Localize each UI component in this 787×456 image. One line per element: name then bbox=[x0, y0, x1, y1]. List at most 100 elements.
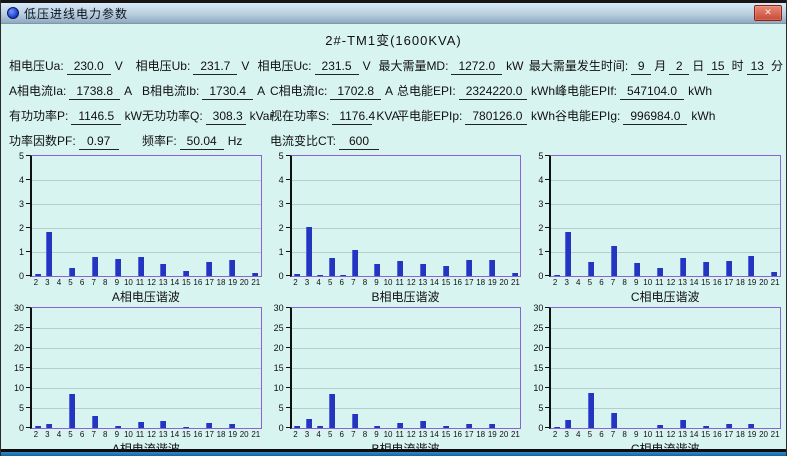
x-tick-label: 2 bbox=[293, 278, 298, 287]
y-tick-label: 0 bbox=[18, 423, 24, 433]
param-label: 视在功率S: bbox=[270, 108, 330, 123]
param-value: 1272.0 bbox=[451, 59, 503, 75]
bar-harmonic-3 bbox=[565, 420, 572, 428]
gridline bbox=[32, 368, 261, 369]
x-tick-label: 16 bbox=[712, 430, 722, 439]
x-tick-label: 17 bbox=[724, 430, 734, 439]
gridline bbox=[291, 408, 521, 409]
chart-plot-row: 0 1 2 3 4 5 bbox=[525, 151, 781, 281]
chart-b-phase-current-harmonics: 0 5 10 15 20 25 30 2 3 4 5 6 7 8 9 10 11 12 13 14 15 16 17 18 19… bbox=[266, 303, 522, 456]
chart-a-phase-current-harmonics: 0 5 10 15 20 25 30 2 3 4 5 6 7 8 9 10 11 12 13 14 15 16 17 18 19… bbox=[6, 303, 262, 456]
x-tick-label: 9 bbox=[114, 278, 120, 287]
y-tick-label: 0 bbox=[18, 271, 24, 281]
x-tick-label: 18 bbox=[476, 278, 486, 287]
gridline bbox=[32, 328, 261, 329]
bar-harmonic-11 bbox=[137, 257, 144, 276]
y-tick-label: 0 bbox=[538, 271, 544, 281]
bar-harmonic-21 bbox=[771, 271, 778, 276]
chart-c-phase-current-harmonics: 0 5 10 15 20 25 30 2 3 4 5 6 7 8 9 10 11 12 13 14 15 16 17 18 19… bbox=[525, 303, 781, 456]
param-unit: kWh bbox=[691, 108, 716, 123]
x-tick-label: 21 bbox=[770, 278, 780, 287]
x-tick-label: 21 bbox=[510, 278, 520, 287]
y-tick-mark bbox=[26, 251, 30, 252]
y-tick-label: 2 bbox=[278, 223, 284, 233]
x-tick-label: 7 bbox=[91, 278, 96, 287]
x-tick-label: 6 bbox=[79, 430, 85, 439]
x-tick-label: 9 bbox=[114, 430, 120, 439]
bar-harmonic-5 bbox=[69, 267, 75, 276]
y-tick-mark bbox=[545, 251, 550, 252]
bar-harmonic-9 bbox=[634, 262, 641, 276]
bar-harmonic-19 bbox=[229, 424, 236, 428]
y-tick-label: 20 bbox=[13, 343, 24, 353]
x-tick-label: 5 bbox=[587, 430, 593, 439]
param-label: 相电压Ub: bbox=[135, 58, 191, 73]
param-field-epif: 峰电能EPIf: 547104.0 kWh bbox=[555, 82, 786, 100]
x-tick-label: 4 bbox=[56, 430, 62, 439]
param-field-uc: 相电压Uc: 231.5 V bbox=[258, 57, 379, 75]
param-label: 峰电能EPIf: bbox=[555, 83, 618, 98]
x-tick-label: 15 bbox=[441, 278, 451, 287]
close-button[interactable]: ✕ bbox=[754, 5, 782, 21]
y-tick-mark bbox=[545, 227, 550, 228]
x-tick-label: 5 bbox=[68, 430, 73, 439]
bar-harmonic-5 bbox=[588, 262, 595, 276]
x-tick-label: 20 bbox=[759, 278, 768, 287]
chart-y-axis: 0 5 10 15 20 25 30 bbox=[266, 303, 290, 433]
y-tick-mark bbox=[285, 251, 290, 252]
x-tick-label: 6 bbox=[599, 278, 604, 287]
x-tick-label: 14 bbox=[689, 278, 699, 287]
param-field-md-time: 最大需量发生时间: 9 月 2 日 15 时 13 分 bbox=[529, 57, 786, 75]
y-tick-mark bbox=[26, 203, 30, 204]
x-tick-label: 7 bbox=[610, 278, 616, 287]
y-tick-mark bbox=[545, 203, 550, 204]
y-tick-mark bbox=[545, 179, 550, 180]
bar-harmonic-11 bbox=[656, 268, 663, 276]
x-tick-label: 15 bbox=[701, 278, 711, 287]
bar-harmonic-17 bbox=[725, 261, 732, 276]
x-tick-label: 12 bbox=[666, 430, 676, 439]
param-unit: V bbox=[241, 58, 250, 73]
x-tick-label: 2 bbox=[552, 278, 558, 287]
param-value: 230.0 bbox=[66, 59, 111, 75]
charts-grid: 0 1 2 3 4 5 2 3 4 5 6 7 8 9 10 11 12 13 14 15 16 17 18 19 20 21 A相… bbox=[1, 151, 786, 456]
gridline bbox=[32, 408, 261, 409]
gridline bbox=[291, 348, 521, 349]
x-tick-label: 18 bbox=[476, 430, 486, 439]
param-field-pf: 功率因数PF: 0.97 bbox=[9, 132, 142, 150]
bar-harmonic-17 bbox=[725, 424, 732, 428]
param-value: 780126.0 bbox=[465, 109, 527, 125]
bar-harmonic-2 bbox=[294, 426, 301, 428]
param-label: B相电流Ib: bbox=[142, 83, 200, 98]
gridline bbox=[551, 252, 780, 253]
x-tick-label: 9 bbox=[633, 430, 639, 439]
bar-harmonic-9 bbox=[114, 258, 121, 276]
x-tick-label: 10 bbox=[643, 278, 653, 287]
y-tick-label: 30 bbox=[273, 303, 284, 313]
y-tick-mark bbox=[26, 387, 30, 388]
y-tick-label: 5 bbox=[18, 403, 24, 413]
chart-plot-row: 0 1 2 3 4 5 bbox=[6, 151, 262, 281]
chart-c-phase-voltage-harmonics: 0 1 2 3 4 5 2 3 4 5 6 7 8 9 10 11 12 13 14 15 16 17 18 19 20 21 C相… bbox=[525, 151, 781, 305]
gridline bbox=[551, 328, 780, 329]
chart-y-axis: 0 1 2 3 4 5 bbox=[266, 151, 290, 281]
y-tick-label: 4 bbox=[278, 175, 284, 185]
bar-harmonic-3 bbox=[305, 227, 312, 276]
y-tick-mark bbox=[26, 155, 30, 156]
x-tick-label: 16 bbox=[712, 278, 722, 287]
x-tick-label: 3 bbox=[304, 430, 310, 439]
window-top-edge bbox=[1, 0, 786, 3]
y-tick-mark bbox=[285, 347, 290, 348]
titlebar[interactable]: 低压进线电力参数 ✕ bbox=[1, 3, 786, 24]
param-field-q: 无功功率Q: 308.3 kVar bbox=[142, 107, 273, 125]
x-tick-label: 20 bbox=[499, 430, 509, 439]
y-tick-label: 3 bbox=[278, 199, 284, 209]
y-tick-mark bbox=[545, 275, 550, 276]
bar-harmonic-19 bbox=[229, 260, 236, 276]
param-field-epi: 总电能EPI: 2324220.0 kWh bbox=[397, 82, 555, 100]
y-tick-mark bbox=[285, 203, 290, 204]
x-tick-label: 20 bbox=[499, 278, 509, 287]
bar-harmonic-13 bbox=[160, 263, 167, 276]
bar-harmonic-21 bbox=[511, 272, 518, 276]
